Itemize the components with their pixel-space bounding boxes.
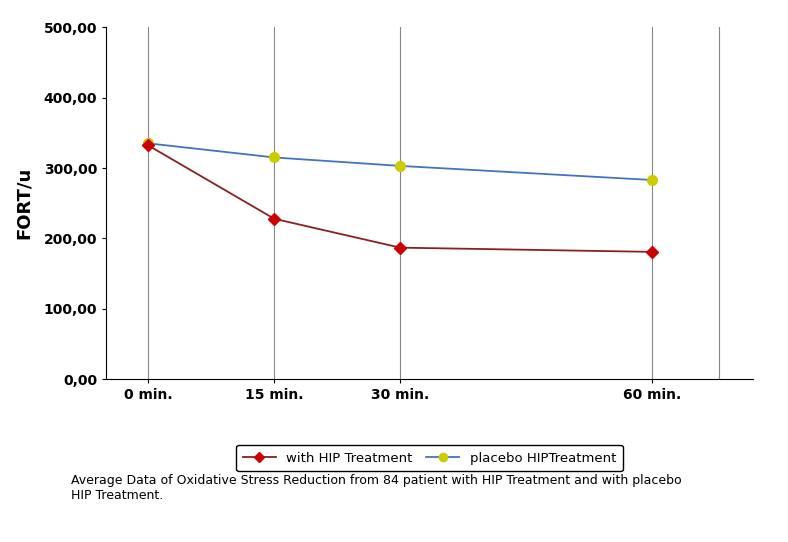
Y-axis label: FORT/u: FORT/u	[15, 167, 33, 240]
Legend: with HIP Treatment, placebo HIPTreatment: with HIP Treatment, placebo HIPTreatment	[236, 445, 623, 472]
Text: Average Data of Oxidative Stress Reduction from 84 patient with HIP Treatment an: Average Data of Oxidative Stress Reducti…	[71, 474, 682, 502]
